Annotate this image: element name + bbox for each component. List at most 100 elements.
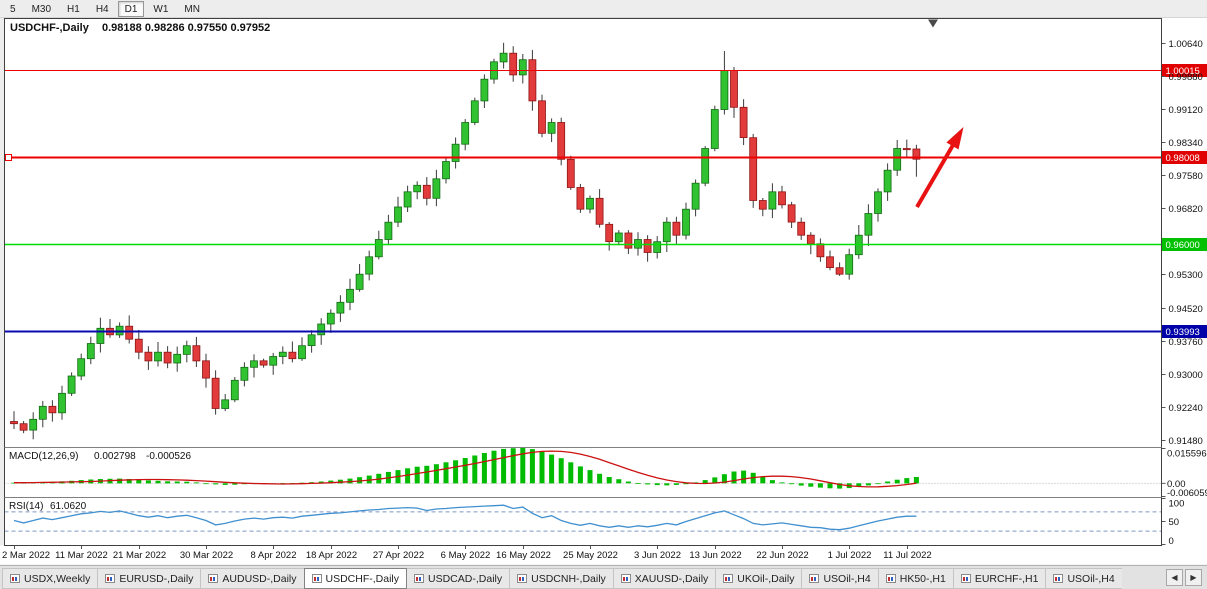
chart-tab-icon	[1053, 574, 1064, 583]
tab-label: USOil-,H4	[823, 572, 871, 585]
svg-text:21 Mar 2022: 21 Mar 2022	[113, 550, 166, 561]
tab-label: UKOil-,Daily	[737, 572, 795, 585]
svg-text:0.96820: 0.96820	[1169, 204, 1203, 215]
timeframe-button-H4[interactable]: H4	[95, 3, 109, 15]
candles	[10, 42, 921, 440]
chart-tab-icon	[960, 574, 971, 583]
rsi-value: 61.0620	[50, 501, 87, 512]
tab-label: AUDUSD-,Daily	[222, 572, 297, 585]
price-badge-label: 0.93993	[1166, 327, 1200, 338]
chart-frame	[4, 18, 1162, 546]
chart-tab-icon	[208, 574, 219, 583]
price-badge	[1162, 238, 1207, 251]
macd-panel-content	[4, 447, 1162, 489]
date-axis[interactable]: 2 Mar 2022 11 Mar 2022 21 Mar 2022 30 Mar 2…	[2, 545, 932, 562]
price-badge	[1162, 325, 1207, 338]
chart-tab-icon	[809, 574, 820, 583]
chart-title-ohlc: 0.98188 0.98286 0.97550 0.97952	[102, 22, 270, 34]
svg-text:11 Jul 2022: 11 Jul 2022	[883, 550, 931, 561]
chart-tab-icon	[10, 574, 20, 583]
price-badge	[1162, 151, 1207, 164]
svg-text:-0.006059: -0.006059	[1167, 488, 1207, 499]
tab-label: XAUUSD-,Daily	[634, 572, 709, 585]
tab-XAUUSD-Daily[interactable]: XAUUSD-,Daily	[612, 568, 717, 589]
chart-title-symbol: USDCHF-,Daily	[10, 22, 90, 34]
tab-label: HK50-,H1	[899, 572, 946, 585]
svg-text:0.94520: 0.94520	[1169, 304, 1203, 315]
tabs-scroll-left-icon[interactable]: ◀	[1166, 569, 1183, 586]
chart-tabs-bar: USDX,Weekly EURUSD-,Daily AUDUSD-,Daily USD…	[0, 565, 1207, 589]
tab-USDX-Weekly[interactable]: USDX,Weekly	[2, 568, 99, 589]
svg-text:6 May 2022: 6 May 2022	[441, 550, 491, 561]
tab-USOil-H4[interactable]: USOil-,H4	[1045, 568, 1122, 589]
svg-text:13 Jun 2022: 13 Jun 2022	[689, 550, 741, 561]
tab-label: USOil-,H4	[1067, 572, 1115, 585]
price-badge-label: 0.98008	[1166, 153, 1200, 164]
svg-text:0.92240: 0.92240	[1169, 403, 1203, 414]
svg-text:1.00640: 1.00640	[1169, 39, 1203, 50]
tab-USDCHF-Daily[interactable]: USDCHF-,Daily	[303, 568, 408, 589]
tabs-scroll-controls: ◀ ▶	[1162, 569, 1207, 589]
rsi-line	[13, 504, 917, 531]
svg-text:0.99120: 0.99120	[1169, 105, 1203, 116]
tab-label: USDCHF-,Daily	[325, 572, 400, 585]
tab-USOil-H4[interactable]: USOil-,H4	[801, 568, 879, 589]
svg-text:0.93760: 0.93760	[1169, 337, 1203, 348]
timeframe-toolbar: 5 M30 H1 H4 D1 W1 MN	[0, 0, 1207, 18]
tab-AUDUSD-Daily[interactable]: AUDUSD-,Daily	[200, 568, 305, 589]
tab-label: USDX,Weekly	[24, 572, 91, 585]
svg-text:0.93000: 0.93000	[1169, 370, 1203, 381]
chart-tabs: USDX,Weekly EURUSD-,Daily AUDUSD-,Daily USD…	[2, 568, 1122, 589]
price-badge-label: 0.96000	[1166, 240, 1200, 251]
tab-UKOil-Daily[interactable]: UKOil-,Daily	[715, 568, 803, 589]
price-badge	[1162, 64, 1207, 77]
horizontal-level-lines[interactable]: 1.00015 0.98008 0.96000 0.93993	[4, 64, 1207, 338]
svg-text:0.98340: 0.98340	[1169, 138, 1203, 149]
timeframe-button-5[interactable]: 5	[10, 3, 16, 15]
tab-USDCNH-Daily[interactable]: USDCNH-,Daily	[509, 568, 614, 589]
svg-text:0.91480: 0.91480	[1169, 436, 1203, 447]
macd-indicator-label: MACD(12,26,9)	[9, 451, 78, 462]
trend-arrow-head-icon[interactable]	[946, 126, 964, 150]
svg-text:0: 0	[1169, 536, 1174, 547]
chart-tab-icon	[311, 574, 322, 583]
tab-HK50-H1[interactable]: HK50-,H1	[877, 568, 954, 589]
tab-label: USDCAD-,Daily	[428, 572, 503, 585]
macd-signal-value: -0.000526	[146, 451, 191, 462]
macd-signal-line	[14, 450, 917, 488]
tab-USDCAD-Daily[interactable]: USDCAD-,Daily	[406, 568, 511, 589]
svg-text:3 Jun 2022: 3 Jun 2022	[634, 550, 681, 561]
svg-text:100: 100	[1169, 499, 1185, 510]
tab-label: EURUSD-,Daily	[119, 572, 194, 585]
timeframe-button-D1[interactable]: D1	[117, 0, 145, 17]
chart-tab-icon	[517, 574, 528, 583]
timeframe-button-MN[interactable]: MN	[184, 3, 200, 15]
svg-text:50: 50	[1169, 517, 1180, 528]
chart-tab-icon	[723, 574, 734, 583]
timeframe-button-W1[interactable]: W1	[153, 3, 169, 15]
price-axis[interactable]: 1.00640 0.99880 0.99120 0.98340 0.97580 0.968…	[1161, 39, 1207, 547]
svg-text:0.99880: 0.99880	[1169, 72, 1203, 83]
tab-EURCHF-H1[interactable]: EURCHF-,H1	[952, 568, 1047, 589]
timeframe-button-M30[interactable]: M30	[31, 3, 52, 15]
tab-label: USDCNH-,Daily	[531, 572, 606, 585]
svg-text:11 Mar 2022: 11 Mar 2022	[55, 550, 108, 561]
tabs-scroll-right-icon[interactable]: ▶	[1185, 569, 1202, 586]
chart-tab-icon	[414, 574, 425, 583]
timeframe-button-H1[interactable]: H1	[67, 3, 80, 15]
svg-text:1 Jul 2022: 1 Jul 2022	[828, 550, 872, 561]
chart-shift-marker-icon[interactable]	[928, 19, 938, 28]
svg-text:0.97580: 0.97580	[1169, 171, 1203, 182]
chart-tab-icon	[105, 574, 116, 583]
svg-text:18 Apr 2022: 18 Apr 2022	[306, 550, 357, 561]
svg-text:27 Apr 2022: 27 Apr 2022	[373, 550, 424, 561]
svg-text:0.015596: 0.015596	[1167, 449, 1207, 460]
chart-tab-icon	[885, 574, 896, 583]
svg-text:8 Apr 2022: 8 Apr 2022	[251, 550, 297, 561]
chart-area[interactable]: 1.00015 0.98008 0.96000 0.93993 1.00640 0.998…	[0, 0, 1207, 565]
svg-text:22 Jun 2022: 22 Jun 2022	[756, 550, 808, 561]
svg-text:0.95300: 0.95300	[1169, 270, 1203, 281]
chart-tab-icon	[620, 574, 631, 583]
level-line-handle	[5, 154, 12, 161]
tab-EURUSD-Daily[interactable]: EURUSD-,Daily	[97, 568, 202, 589]
